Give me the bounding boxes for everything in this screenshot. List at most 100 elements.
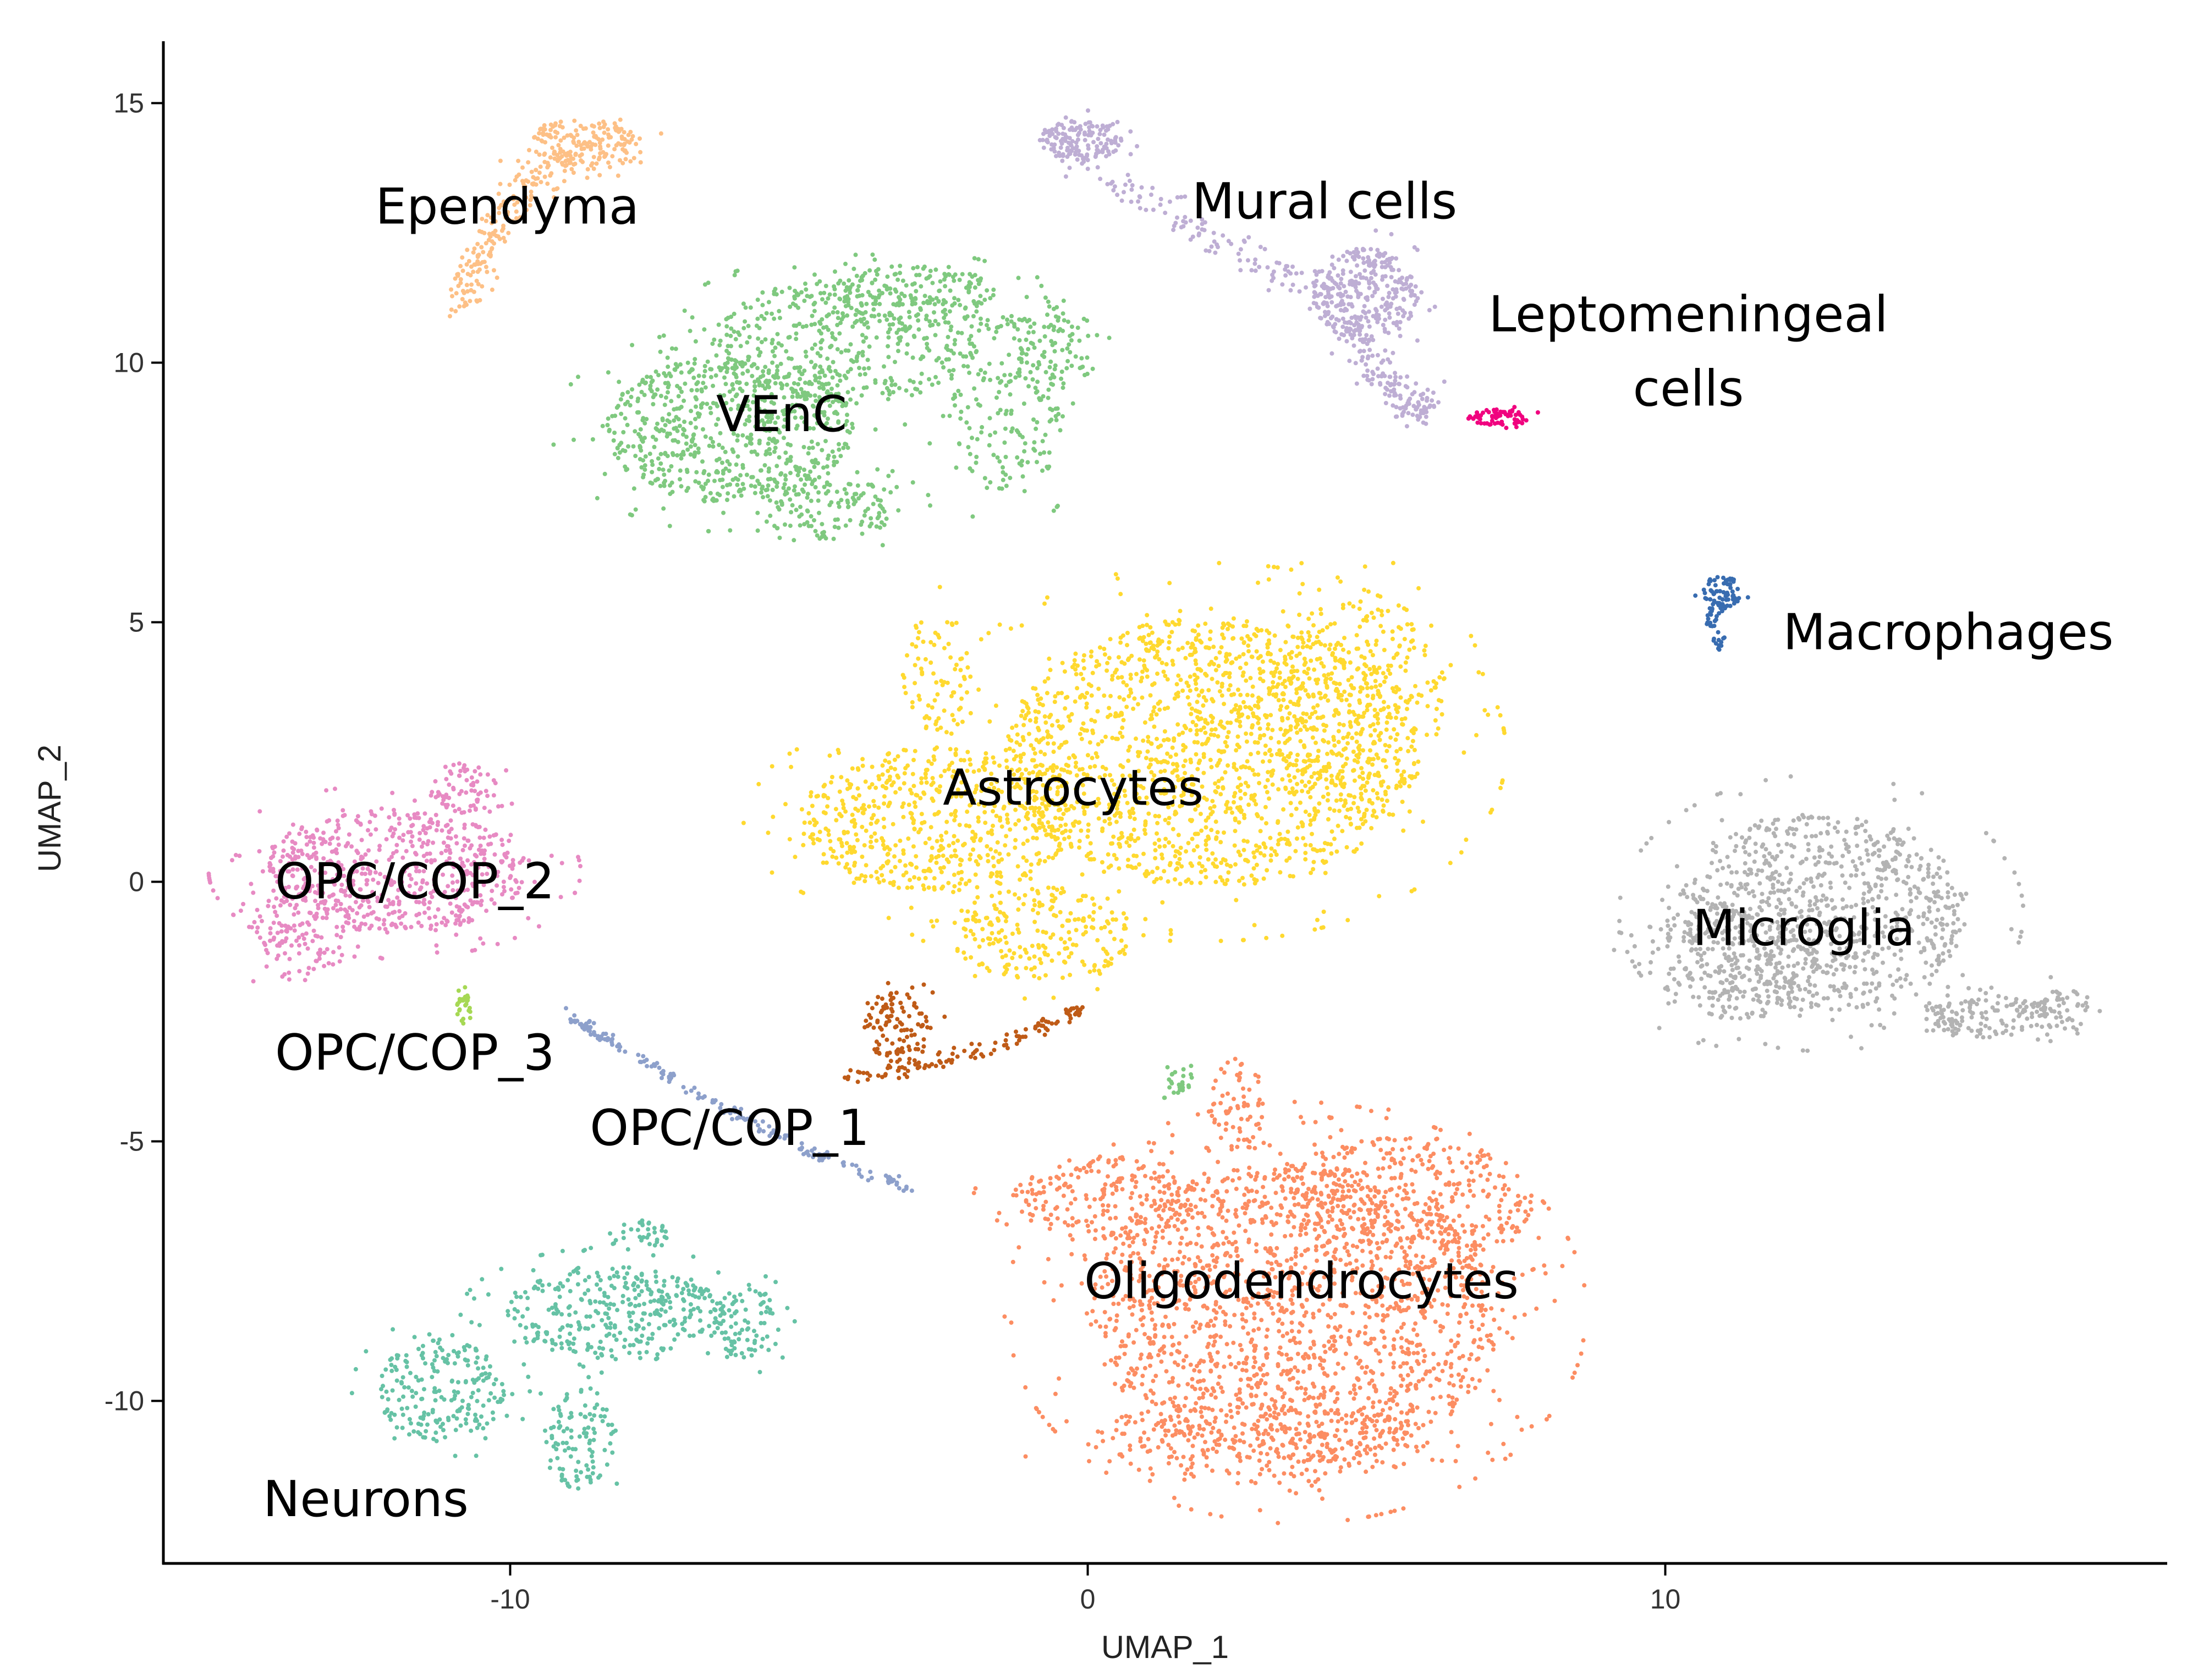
data-point bbox=[903, 422, 908, 427]
data-point bbox=[1199, 869, 1204, 874]
data-point bbox=[787, 335, 792, 339]
data-point bbox=[1284, 759, 1289, 764]
data-point bbox=[812, 413, 817, 418]
data-point bbox=[483, 218, 488, 223]
data-point bbox=[1047, 365, 1052, 370]
data-point bbox=[840, 404, 845, 409]
data-point bbox=[789, 356, 794, 361]
data-point bbox=[631, 486, 636, 491]
data-point bbox=[542, 127, 547, 132]
data-point bbox=[1045, 595, 1049, 600]
data-point bbox=[774, 372, 779, 376]
data-point bbox=[1056, 329, 1061, 333]
data-point bbox=[1723, 594, 1728, 599]
data-point bbox=[861, 385, 866, 390]
data-point bbox=[941, 302, 946, 306]
data-point bbox=[1038, 750, 1043, 754]
data-point bbox=[1003, 843, 1008, 848]
data-point bbox=[921, 266, 926, 271]
data-point bbox=[1003, 472, 1008, 477]
data-point bbox=[1211, 662, 1216, 667]
data-point bbox=[616, 455, 620, 460]
data-point bbox=[959, 331, 964, 335]
data-point bbox=[1157, 657, 1162, 662]
data-point bbox=[1021, 855, 1026, 860]
data-point bbox=[1015, 732, 1020, 737]
data-point bbox=[830, 335, 835, 339]
data-point bbox=[785, 458, 790, 462]
data-point bbox=[1154, 877, 1159, 882]
data-point bbox=[1074, 140, 1079, 145]
data-point bbox=[952, 296, 957, 301]
data-point bbox=[1276, 787, 1281, 792]
data-point bbox=[1085, 753, 1090, 758]
data-point bbox=[1263, 784, 1268, 789]
data-point bbox=[573, 152, 578, 157]
data-point bbox=[976, 328, 981, 333]
data-point bbox=[651, 434, 655, 439]
data-point bbox=[1264, 821, 1268, 826]
data-point bbox=[1106, 865, 1111, 870]
data-point bbox=[1183, 656, 1188, 660]
data-point bbox=[1265, 868, 1270, 873]
data-point bbox=[1111, 188, 1116, 192]
data-point bbox=[969, 334, 974, 339]
data-point bbox=[877, 318, 882, 323]
data-point bbox=[887, 322, 892, 327]
data-point bbox=[1289, 567, 1294, 572]
data-point bbox=[1120, 734, 1125, 739]
data-point bbox=[545, 132, 550, 137]
data-point bbox=[1262, 247, 1267, 251]
data-point bbox=[844, 418, 849, 423]
data-point bbox=[1357, 825, 1362, 830]
data-point bbox=[1003, 411, 1008, 416]
data-point bbox=[1400, 276, 1405, 280]
data-point bbox=[781, 486, 786, 491]
data-point bbox=[1078, 127, 1083, 132]
data-point bbox=[505, 212, 510, 217]
data-point bbox=[1325, 684, 1329, 688]
data-point bbox=[1021, 752, 1026, 757]
data-point bbox=[1213, 879, 1218, 884]
data-point bbox=[1298, 739, 1303, 743]
data-point bbox=[1310, 831, 1314, 836]
data-point bbox=[1388, 265, 1393, 269]
data-point bbox=[1267, 691, 1272, 696]
data-point bbox=[868, 293, 873, 298]
data-point bbox=[1229, 692, 1234, 697]
data-point bbox=[674, 406, 679, 411]
data-point bbox=[1731, 593, 1736, 598]
data-point bbox=[982, 370, 987, 375]
data-point bbox=[1365, 368, 1370, 373]
data-point bbox=[1276, 819, 1281, 824]
data-point bbox=[897, 385, 902, 390]
data-point bbox=[1336, 823, 1340, 828]
data-point bbox=[1217, 560, 1222, 565]
data-point bbox=[1152, 705, 1157, 710]
data-point bbox=[1246, 643, 1251, 648]
data-point bbox=[956, 298, 961, 302]
data-point bbox=[1347, 359, 1352, 363]
data-point bbox=[552, 156, 557, 161]
data-point bbox=[1157, 844, 1162, 849]
data-point bbox=[1326, 792, 1331, 796]
data-point bbox=[759, 340, 764, 345]
data-point bbox=[1348, 321, 1353, 326]
data-point bbox=[1316, 776, 1320, 781]
data-point bbox=[696, 481, 701, 485]
data-point bbox=[700, 459, 705, 464]
data-point bbox=[685, 447, 690, 452]
data-point bbox=[561, 149, 565, 154]
data-point bbox=[882, 487, 887, 492]
data-point bbox=[1031, 447, 1036, 451]
data-point bbox=[461, 304, 466, 309]
data-point bbox=[1193, 708, 1198, 713]
data-point bbox=[1143, 819, 1148, 824]
data-point bbox=[1234, 656, 1239, 661]
data-point bbox=[774, 484, 779, 489]
data-point bbox=[1474, 732, 1479, 737]
data-point bbox=[1188, 728, 1193, 732]
data-point bbox=[1256, 695, 1261, 700]
data-point bbox=[1046, 387, 1051, 392]
data-point bbox=[1382, 679, 1387, 684]
